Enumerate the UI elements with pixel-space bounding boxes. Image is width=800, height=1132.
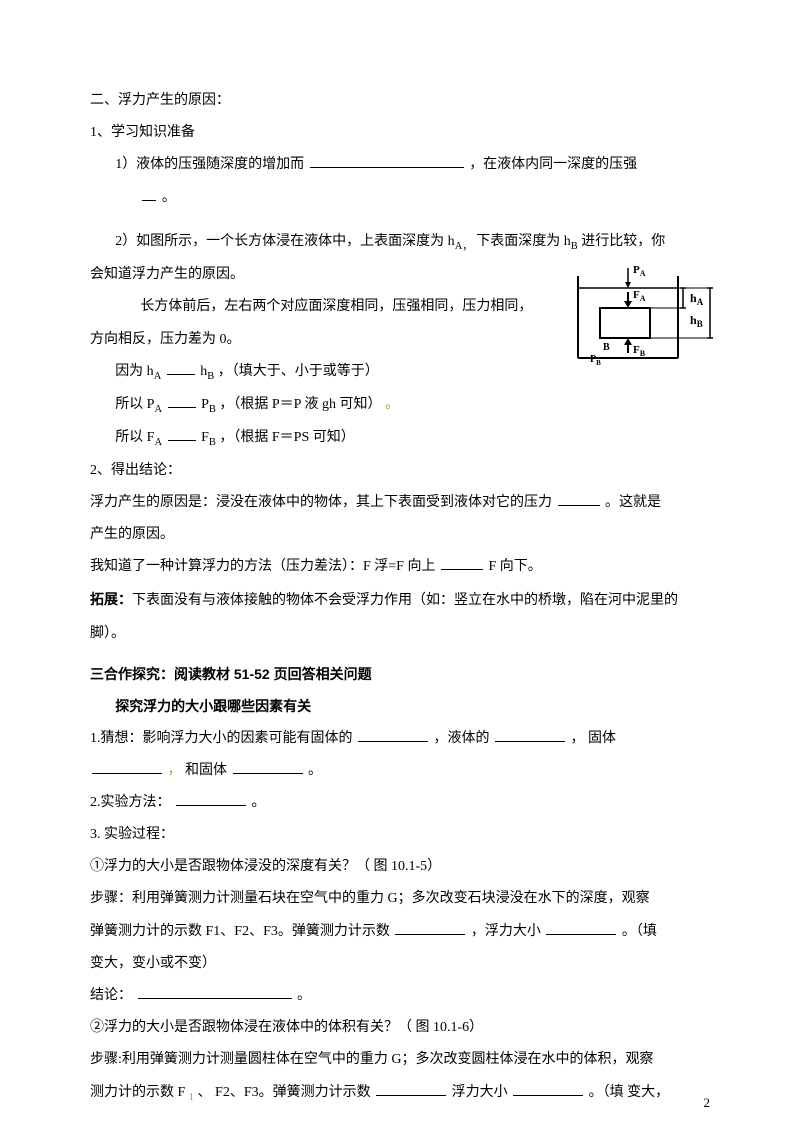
method: 2.实验方法： 。 [90, 787, 710, 819]
text: 。（填 [622, 924, 657, 939]
blank [376, 1082, 446, 1096]
guess: 1.猜想：影响浮力大小的因素可能有固体的 ，液体的 ， 固体 [90, 723, 710, 755]
conclusion-heading: 2、得出结论： [90, 455, 710, 487]
prep-heading: 1、学习知识准备 [90, 117, 710, 149]
sub: A [154, 371, 162, 382]
blank [168, 394, 196, 408]
blank [513, 1082, 583, 1096]
label-B: B [603, 342, 610, 353]
page-number: 2 [704, 1088, 711, 1118]
text: 进行比较，你 [581, 234, 665, 249]
text: ， 固体 [571, 731, 617, 746]
text: 、 F2、F3。弹簧测力计示数 [198, 1085, 371, 1100]
sub: B [209, 437, 216, 448]
sub: A [154, 437, 162, 448]
sub: A [154, 404, 162, 415]
text: 结论： [90, 988, 132, 1003]
text: ，（根据 F＝PS 可知） [219, 430, 354, 445]
text: ，液体的 [434, 731, 490, 746]
q1: ①浮力的大小是否跟物体浸没的深度有关？（ 图 10.1-5） [90, 851, 710, 883]
process-heading: 3. 实验过程： [90, 819, 710, 851]
label-PA: PA [633, 264, 646, 278]
prep-item-1-end: 。 [90, 182, 710, 214]
extension: 拓展：下表面没有与液体接触的物体不会受浮力作用（如：竖立在水中的桥墩，陷在河中泥… [90, 583, 710, 649]
text: 。这就是 [605, 495, 661, 510]
q2-step-a: 步骤:利用弹簧测力计测量圆柱体在空气中的重力 G；多次改变圆柱体浸在水中的体积，… [90, 1044, 710, 1076]
text: 下表面深度为 h [476, 234, 571, 249]
buoyancy-diagram: PA FA FB B PB hA hB [570, 258, 725, 370]
text: 。 [308, 763, 322, 778]
blank [167, 361, 195, 375]
text: 1.猜想：影响浮力大小的因素可能有固体的 [90, 731, 353, 746]
q1-step-e: 变大，变小或不变） [90, 948, 710, 980]
guess-line2: ， 和固体 。 [90, 755, 710, 787]
method-text: 我知道了一种计算浮力的方法（压力差法）：F 浮=F 向上 F 向下。 [90, 551, 710, 583]
blank [168, 427, 196, 441]
sub: A， [455, 241, 473, 252]
extension-text: 下表面没有与液体接触的物体不会受浮力作用（如：竖立在水中的桥墩，陷在河中泥里的脚… [90, 593, 678, 640]
blank [558, 492, 600, 506]
q1-step-b: 弹簧测力计的示数 F1、F2、F3。弹簧测力计示数 ，浮力大小 。（填 [90, 916, 710, 948]
text: 所以 P [115, 397, 154, 412]
sub: B [207, 371, 214, 382]
text: 弹簧测力计的示数 F1、F2、F3。弹簧测力计示数 [90, 924, 390, 939]
blank [310, 154, 464, 168]
text-yellow: ， [168, 763, 182, 778]
text: 我知道了一种计算浮力的方法（压力差法）：F 浮=F 向上 [90, 559, 435, 574]
label-FB: FB [633, 344, 646, 358]
blank [495, 728, 565, 742]
sub: B [571, 241, 578, 252]
q1-conclusion: 结论： 。 [90, 980, 710, 1012]
sub-yellow: 1 [189, 1091, 194, 1102]
section-3-subtitle: 探究浮力的大小跟哪些因素有关 [90, 690, 710, 722]
text: 测力计的示数 F [90, 1085, 185, 1100]
blank [92, 760, 162, 774]
text: 所以 F [115, 430, 154, 445]
section-2-title: 二、浮力产生的原因： [90, 85, 710, 117]
text: 。 [252, 795, 266, 810]
q1-step-a: 步骤：利用弹簧测力计测量石块在空气中的重力 G；多次改变石块浸没在水下的深度，观… [90, 883, 710, 915]
blank [142, 187, 156, 201]
blank [233, 760, 303, 774]
extension-head: 拓展： [90, 591, 132, 607]
blank [138, 985, 292, 999]
blank [441, 556, 483, 570]
text: F 向下。 [488, 559, 541, 574]
text: 和固体 [185, 763, 227, 778]
blank [176, 792, 246, 806]
label-FA: FA [633, 289, 646, 303]
section-3-title: 三合作探究：阅读教材 51-52 页回答相关问题 [90, 658, 710, 690]
blank [395, 921, 465, 935]
text: F [201, 430, 209, 445]
text: 。（填 变大， [589, 1085, 670, 1100]
text: ，（填大于、小于或等于） [218, 364, 379, 379]
blank [358, 728, 428, 742]
so-f: 所以 FA FB ，（根据 F＝PS 可知） [90, 422, 710, 455]
label-hB: hB [690, 313, 703, 329]
blank [546, 921, 616, 935]
prep-item-2: 2）如图所示，一个长方体浸在液体中，上表面深度为 hA， 下表面深度为 hB 进… [90, 226, 710, 259]
text: 。 [297, 988, 311, 1003]
conclusion-text: 浮力产生的原因是：浸没在液体中的物体，其上下表面受到液体对它的压力 。这就是 [90, 487, 710, 519]
text: 。 [162, 190, 176, 205]
text: ，浮力大小 [471, 924, 541, 939]
q2: ②浮力的大小是否跟物体浸在液体中的体积有关？（ 图 10.1-6） [90, 1012, 710, 1044]
text: 浮力产生的原因是：浸没在液体中的物体，其上下表面受到液体对它的压力 [90, 495, 552, 510]
text: ，在液体内同一深度的压强 [469, 157, 637, 172]
text: 2.实验方法： [90, 795, 171, 810]
prep-item-1: 1）液体的压强随深度的增加而 ，在液体内同一深度的压强 [90, 149, 710, 181]
text: 浮力大小 [452, 1085, 508, 1100]
text: 因为 h [115, 364, 154, 379]
so-p: 所以 PA PB ，（根据 P＝P 液 gh 可知） 。 [90, 389, 710, 422]
text: P [201, 397, 209, 412]
text: 1）液体的压强随深度的增加而 [115, 157, 304, 172]
q2-step-b: 测力计的示数 F 1 、 F2、F3。弹簧测力计示数 浮力大小 。（填 变大， [90, 1077, 710, 1110]
label-PB: PB [590, 354, 601, 367]
conclusion-text-2: 产生的原因。 [90, 519, 710, 551]
text: 2）如图所示，一个长方体浸在液体中，上表面深度为 h [115, 234, 455, 249]
label-hA: hA [690, 291, 704, 307]
text: ，（根据 P＝P 液 gh 可知） [219, 397, 381, 412]
sub: B [209, 404, 216, 415]
text-yellow: 。 [385, 397, 399, 412]
